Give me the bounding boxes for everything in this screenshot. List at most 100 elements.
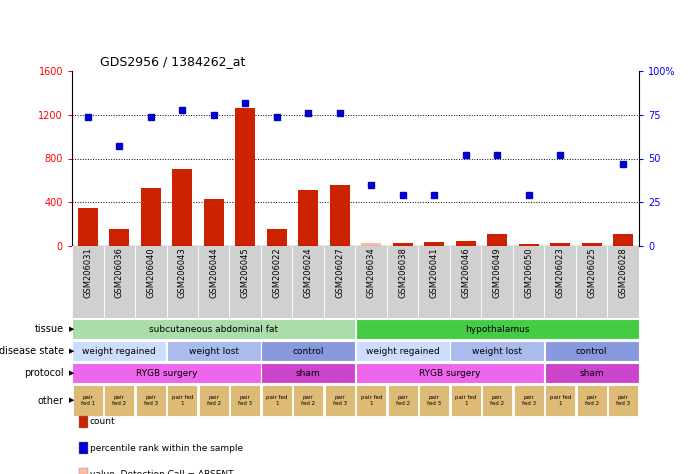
Text: GSM206023: GSM206023 bbox=[556, 247, 565, 298]
Text: GDS2956 / 1384262_at: GDS2956 / 1384262_at bbox=[100, 55, 246, 68]
Text: RYGB surgery: RYGB surgery bbox=[135, 368, 197, 377]
Text: pair
fed 3: pair fed 3 bbox=[522, 395, 536, 406]
Bar bbox=[545, 385, 576, 416]
Text: pair fed
1: pair fed 1 bbox=[171, 395, 193, 406]
Bar bbox=[73, 363, 261, 383]
Bar bbox=[325, 385, 355, 416]
Text: disease state: disease state bbox=[0, 346, 64, 356]
Bar bbox=[518, 244, 539, 246]
Bar bbox=[135, 385, 166, 416]
Text: pair
fed 2: pair fed 2 bbox=[490, 395, 504, 406]
Bar bbox=[356, 363, 545, 383]
Text: GSM206049: GSM206049 bbox=[493, 247, 502, 298]
Text: protocol: protocol bbox=[24, 368, 64, 378]
Text: other: other bbox=[38, 395, 64, 405]
Bar bbox=[513, 385, 544, 416]
Text: pair fed
1: pair fed 1 bbox=[549, 395, 571, 406]
Text: pair
fed 1: pair fed 1 bbox=[81, 395, 95, 406]
Bar bbox=[451, 385, 481, 416]
Text: GSM206050: GSM206050 bbox=[524, 247, 533, 298]
Bar bbox=[392, 243, 413, 246]
Bar bbox=[140, 188, 161, 246]
Text: ▶: ▶ bbox=[68, 348, 74, 354]
Bar bbox=[361, 243, 381, 246]
Bar bbox=[455, 240, 476, 246]
Bar bbox=[77, 208, 98, 246]
Text: ▶: ▶ bbox=[68, 398, 74, 403]
Bar bbox=[230, 385, 261, 416]
Text: tissue: tissue bbox=[35, 324, 64, 334]
Bar bbox=[198, 385, 229, 416]
Bar bbox=[267, 229, 287, 246]
Bar bbox=[356, 341, 450, 361]
Bar bbox=[262, 385, 292, 416]
Text: weight regained: weight regained bbox=[82, 346, 156, 356]
Bar bbox=[424, 242, 444, 246]
Text: hypothalamus: hypothalamus bbox=[465, 325, 529, 334]
Text: pair
fed 3: pair fed 3 bbox=[144, 395, 158, 406]
Text: GSM206031: GSM206031 bbox=[83, 247, 93, 298]
Text: ▶: ▶ bbox=[68, 370, 74, 376]
Bar bbox=[172, 169, 193, 246]
Text: GSM206043: GSM206043 bbox=[178, 247, 187, 298]
Bar bbox=[167, 385, 198, 416]
Text: pair
fed 3: pair fed 3 bbox=[616, 395, 630, 406]
Bar bbox=[451, 341, 545, 361]
Text: pair
fed 2: pair fed 2 bbox=[112, 395, 126, 406]
Bar bbox=[356, 385, 386, 416]
Bar bbox=[545, 363, 638, 383]
Bar bbox=[330, 185, 350, 246]
Bar bbox=[293, 385, 323, 416]
Bar bbox=[545, 341, 638, 361]
Text: GSM206025: GSM206025 bbox=[587, 247, 596, 298]
Text: GSM206046: GSM206046 bbox=[462, 247, 471, 298]
Text: GSM206044: GSM206044 bbox=[209, 247, 218, 298]
Bar bbox=[419, 385, 449, 416]
Bar bbox=[73, 385, 103, 416]
Bar bbox=[482, 385, 512, 416]
Text: control: control bbox=[576, 346, 607, 356]
Text: RYGB surgery: RYGB surgery bbox=[419, 368, 481, 377]
Text: pair fed
1: pair fed 1 bbox=[361, 395, 382, 406]
Text: GSM206036: GSM206036 bbox=[115, 247, 124, 298]
Text: GSM206027: GSM206027 bbox=[335, 247, 344, 298]
Text: sham: sham bbox=[296, 368, 321, 377]
Text: weight lost: weight lost bbox=[472, 346, 522, 356]
Text: control: control bbox=[292, 346, 324, 356]
Bar bbox=[576, 385, 607, 416]
Bar bbox=[487, 234, 507, 246]
Text: pair fed
1: pair fed 1 bbox=[455, 395, 476, 406]
Bar bbox=[73, 341, 166, 361]
Text: pair
fed 2: pair fed 2 bbox=[301, 395, 315, 406]
Bar bbox=[261, 363, 355, 383]
Text: pair
fed 2: pair fed 2 bbox=[207, 395, 221, 406]
Bar bbox=[167, 341, 261, 361]
Text: count: count bbox=[90, 418, 115, 427]
Bar bbox=[298, 190, 319, 246]
Bar bbox=[73, 319, 355, 339]
Text: pair
fed 2: pair fed 2 bbox=[396, 395, 410, 406]
Bar bbox=[608, 385, 638, 416]
Text: subcutaneous abdominal fat: subcutaneous abdominal fat bbox=[149, 325, 278, 334]
Text: pair
fed 3: pair fed 3 bbox=[427, 395, 442, 406]
Text: pair
fed 3: pair fed 3 bbox=[332, 395, 347, 406]
Bar bbox=[104, 385, 134, 416]
Text: value, Detection Call = ABSENT: value, Detection Call = ABSENT bbox=[90, 470, 234, 474]
Bar bbox=[261, 341, 355, 361]
Text: ▶: ▶ bbox=[68, 326, 74, 332]
Bar bbox=[356, 319, 638, 339]
Text: GSM206034: GSM206034 bbox=[367, 247, 376, 298]
Text: GSM206028: GSM206028 bbox=[618, 247, 627, 298]
Text: sham: sham bbox=[580, 368, 604, 377]
Text: GSM206022: GSM206022 bbox=[272, 247, 281, 298]
Bar bbox=[204, 199, 224, 246]
Bar bbox=[613, 234, 634, 246]
Bar bbox=[550, 243, 571, 246]
Text: weight regained: weight regained bbox=[366, 346, 439, 356]
Bar bbox=[388, 385, 418, 416]
Text: percentile rank within the sample: percentile rank within the sample bbox=[90, 444, 243, 453]
Text: GSM206024: GSM206024 bbox=[304, 247, 313, 298]
Text: GSM206045: GSM206045 bbox=[240, 247, 249, 298]
Text: GSM206041: GSM206041 bbox=[430, 247, 439, 298]
Text: GSM206040: GSM206040 bbox=[146, 247, 155, 298]
